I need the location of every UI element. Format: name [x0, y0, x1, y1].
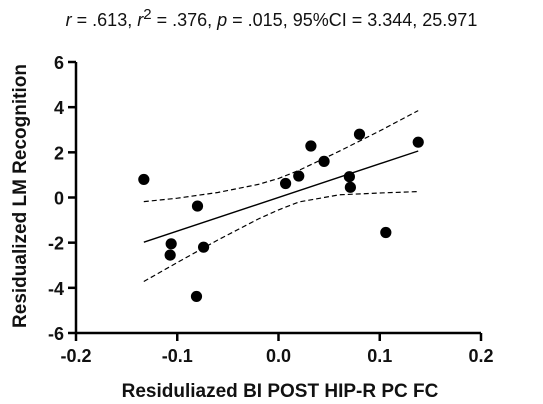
y-axis-label: Residualized LM Recognition: [10, 64, 31, 328]
y-tick-label: -4: [48, 279, 64, 299]
y-tick-label: 6: [54, 53, 64, 73]
x-tick-label: 0.0: [266, 346, 291, 366]
y-tick-label: -2: [48, 234, 64, 254]
data-point: [344, 181, 356, 193]
data-point: [138, 173, 150, 186]
y-tick-label: 0: [54, 189, 64, 209]
data-point: [293, 170, 305, 182]
y-tick-label: 4: [54, 98, 64, 118]
axes: -6 -4 -2 0 2 4 6 -0.2 -0.1 0.0 0.1 0.2: [48, 53, 494, 366]
data-point: [353, 128, 366, 140]
data-point: [380, 226, 392, 239]
data-point: [279, 177, 292, 190]
data-point: [412, 136, 424, 148]
r-value: = .613,: [71, 10, 138, 30]
ci-upper-line: [143, 110, 419, 203]
y-tick-label: 2: [54, 143, 64, 163]
confidence-band: [143, 110, 419, 283]
x-tick-label: -0.2: [60, 346, 91, 366]
p-value-and-ci: = .015, 95%CI = 3.344, 25.971: [227, 10, 478, 30]
points-layer: [138, 128, 424, 303]
data-point: [190, 290, 203, 303]
x-tick-label: -0.1: [162, 346, 193, 366]
chart-title: r = .613, r2 = .376, p = .015, 95%CI = 3…: [0, 6, 543, 31]
data-point: [197, 241, 210, 253]
x-tick-label: 0.2: [468, 346, 493, 366]
data-point: [305, 140, 317, 152]
r2-symbol: r: [137, 10, 144, 30]
regression-layer: [143, 150, 419, 243]
ci-lower-line: [143, 191, 419, 283]
regression-line: [143, 150, 419, 243]
data-point: [165, 238, 177, 250]
r-symbol: r: [65, 10, 72, 30]
x-tick-label: 0.1: [367, 346, 392, 366]
r2-value: = .376,: [151, 10, 218, 30]
y-tick-label: -6: [48, 324, 64, 344]
p-symbol: p: [217, 10, 228, 30]
x-axis-label: Residuliazed BI POST HIP-R PC FC: [122, 381, 439, 402]
data-point: [191, 200, 204, 212]
r2-superscript: 2: [143, 6, 152, 23]
data-point: [318, 155, 330, 167]
data-point: [343, 171, 355, 183]
data-point: [164, 249, 176, 261]
